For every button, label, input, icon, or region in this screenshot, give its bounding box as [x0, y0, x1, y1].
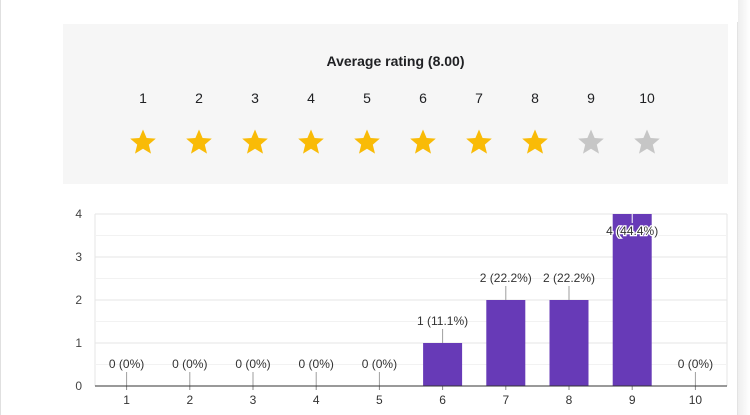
rating-option-6: 6 — [403, 88, 443, 156]
y-tick-label: 3 — [75, 250, 82, 264]
average-rating-panel: Average rating (8.00) 1 2 3 4 5 6 7 8 9 10 — [63, 24, 728, 184]
bar — [549, 300, 589, 386]
rating-number: 10 — [639, 90, 655, 106]
rating-number: 7 — [475, 90, 483, 106]
bar — [423, 343, 463, 386]
data-label: 0 (0%) — [172, 357, 207, 371]
rating-number: 5 — [363, 90, 371, 106]
card-right-shadow — [738, 0, 750, 415]
rating-option-7: 7 — [459, 88, 499, 156]
card-right-border — [737, 22, 738, 415]
x-tick-label: 9 — [629, 393, 636, 407]
rating-number: 9 — [587, 90, 595, 106]
x-tick-label: 3 — [250, 393, 257, 407]
data-label: 0 (0%) — [235, 357, 270, 371]
rating-option-9: 9 — [571, 88, 611, 156]
y-tick-label: 1 — [75, 336, 82, 350]
star-empty-icon — [634, 129, 660, 154]
x-tick-label: 5 — [376, 393, 383, 407]
rating-option-5: 5 — [347, 88, 387, 156]
average-rating-title: Average rating (8.00) — [326, 53, 465, 69]
x-tick-label: 4 — [313, 393, 320, 407]
star-filled-icon — [186, 129, 212, 154]
y-tick-label: 2 — [75, 293, 82, 307]
data-label: 0 (0%) — [299, 357, 334, 371]
star-filled-icon — [242, 129, 268, 154]
star-filled-icon — [130, 129, 156, 154]
y-tick-label: 4 — [75, 207, 82, 221]
rating-option-10: 10 — [627, 88, 667, 156]
x-tick-label: 6 — [439, 393, 446, 407]
x-tick-label: 2 — [186, 393, 193, 407]
rating-number: 3 — [251, 90, 259, 106]
star-filled-icon — [410, 129, 436, 154]
star-filled-icon — [466, 129, 492, 154]
y-tick-label: 0 — [75, 379, 82, 393]
data-label: 0 (0%) — [362, 357, 397, 371]
rating-number: 6 — [419, 90, 427, 106]
bar — [486, 300, 526, 386]
star-filled-icon — [354, 129, 380, 154]
rating-option-2: 2 — [179, 88, 219, 156]
x-tick-label: 10 — [689, 393, 703, 407]
data-label: 1 (11.1%) — [417, 314, 468, 328]
rating-number: 4 — [307, 90, 315, 106]
x-tick-label: 7 — [502, 393, 509, 407]
rating-option-8: 8 — [515, 88, 555, 156]
rating-number: 8 — [531, 90, 539, 106]
data-label: 2 (22.2%) — [543, 271, 595, 285]
data-label: 2 (22.2%) — [480, 271, 532, 285]
data-label: 4 (44.4%) — [606, 224, 658, 238]
rating-option-4: 4 — [291, 88, 331, 156]
card-left-border — [0, 0, 1, 415]
x-tick-label: 1 — [123, 393, 130, 407]
bar — [612, 214, 652, 386]
star-filled-icon — [298, 129, 324, 154]
star-empty-icon — [578, 129, 604, 154]
rating-option-3: 3 — [235, 88, 275, 156]
rating-number: 2 — [195, 90, 203, 106]
data-label: 0 (0%) — [109, 357, 144, 371]
data-label: 0 (0%) — [678, 357, 713, 371]
rating-option-1: 1 — [123, 88, 163, 156]
x-tick-label: 8 — [566, 393, 573, 407]
star-filled-icon — [522, 129, 548, 154]
rating-number: 1 — [139, 90, 147, 106]
